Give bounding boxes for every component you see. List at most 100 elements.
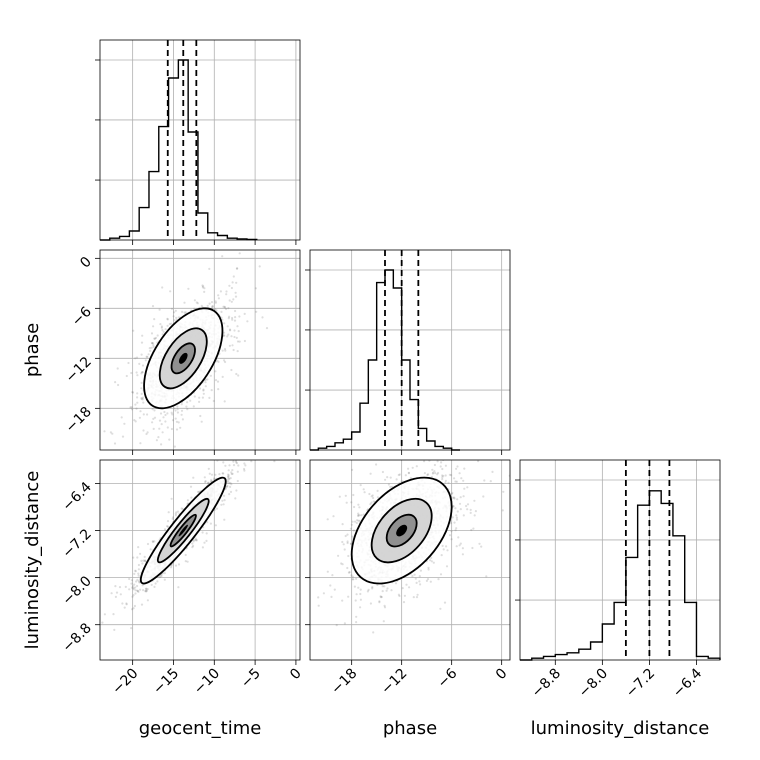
scatter-point	[103, 613, 106, 616]
scatter-point	[184, 560, 187, 563]
scatter-point	[200, 420, 203, 423]
scatter-point	[465, 504, 468, 508]
scatter-point	[137, 574, 140, 577]
scatter-point	[429, 559, 432, 562]
scatter-point	[437, 471, 440, 475]
scatter-point	[134, 420, 137, 423]
scatter-point	[175, 420, 178, 423]
scatter-point	[215, 507, 219, 510]
scatter-point	[358, 514, 361, 517]
scatter-point	[217, 388, 220, 391]
scatter-point	[193, 395, 196, 398]
scatter-point	[228, 493, 231, 496]
scatter-point	[355, 593, 358, 596]
scatter-point	[229, 329, 232, 332]
scatter-point	[169, 290, 172, 293]
scatter-point	[161, 333, 164, 336]
scatter-point	[357, 519, 360, 522]
density-level-3	[396, 524, 408, 537]
scatter-point	[455, 545, 458, 548]
scatter-point	[453, 521, 456, 524]
scatter-point	[356, 519, 359, 522]
scatter-point	[232, 464, 236, 467]
scatter-point	[142, 559, 145, 562]
scatter-point	[140, 397, 143, 401]
scatter-point	[166, 324, 169, 327]
scatter-point	[173, 407, 176, 410]
scatter-point	[191, 542, 194, 545]
scatter-point	[428, 460, 431, 462]
scatter-point	[372, 500, 375, 503]
scatter-point	[383, 606, 387, 609]
panel-background	[100, 40, 300, 240]
scatter-point	[246, 320, 249, 323]
scatter-point	[144, 589, 147, 592]
scatter-point	[376, 489, 379, 492]
scatter-point	[273, 460, 276, 463]
scatter-point	[236, 350, 239, 353]
scatter-point	[138, 362, 141, 365]
scatter-point	[441, 474, 444, 477]
scatter-point	[211, 305, 214, 308]
scatter-point	[231, 318, 234, 321]
scatter-point	[149, 349, 152, 352]
scatter-point	[120, 416, 123, 419]
scatter-point	[401, 587, 404, 590]
scatter-point	[477, 460, 480, 463]
scatter-point	[160, 574, 163, 578]
panel-background	[520, 460, 720, 660]
scatter-point	[347, 595, 350, 598]
scatter-point	[344, 534, 347, 538]
scatter-point	[146, 542, 150, 546]
scatter-point	[216, 359, 219, 362]
scatter-point	[404, 474, 407, 477]
scatter-point	[139, 442, 142, 445]
scatter-point	[167, 511, 170, 514]
scatter-point	[117, 383, 120, 387]
scatter-point	[159, 323, 162, 326]
scatter-point	[119, 593, 122, 596]
scatter-point	[369, 602, 372, 605]
scatter-point	[144, 359, 147, 362]
scatter-point	[357, 586, 360, 589]
scatter-point	[234, 460, 238, 462]
scatter-point	[456, 498, 459, 501]
density-level-3	[178, 352, 188, 364]
scatter-point	[220, 310, 223, 313]
scatter-point	[163, 528, 167, 531]
scatter-point	[223, 334, 226, 337]
scatter-point	[398, 594, 401, 598]
scatter-point	[367, 588, 370, 592]
scatter-point	[414, 577, 417, 580]
scatter-point	[453, 496, 456, 499]
scatter-point	[390, 589, 393, 592]
pair-content	[101, 460, 276, 632]
scatter-point	[172, 315, 175, 318]
scatter-point	[136, 584, 139, 588]
scatter-point	[186, 408, 189, 411]
scatter-point	[344, 494, 347, 497]
scatter-point	[168, 322, 171, 326]
scatter-point	[250, 460, 253, 463]
scatter-point	[134, 569, 137, 572]
scatter-point	[243, 339, 246, 343]
scatter-point	[389, 476, 392, 479]
scatter-point	[217, 297, 220, 300]
scatter-point	[153, 409, 156, 412]
scatter-point	[202, 285, 205, 288]
scatter-point	[130, 579, 133, 582]
scatter-point	[447, 481, 450, 484]
scatter-point	[141, 398, 144, 401]
scatter-point	[196, 302, 199, 305]
scatter-point	[460, 477, 463, 480]
scatter-point	[132, 556, 135, 559]
scatter-point	[230, 471, 233, 474]
scatter-point	[158, 427, 161, 430]
scatter-point	[453, 477, 456, 480]
scatter-point	[359, 588, 362, 591]
scatter-point	[135, 356, 139, 359]
scatter-point	[140, 397, 143, 400]
xlabel-luminosity-distance: luminosity_distance	[531, 718, 710, 739]
scatter-point	[207, 481, 210, 484]
